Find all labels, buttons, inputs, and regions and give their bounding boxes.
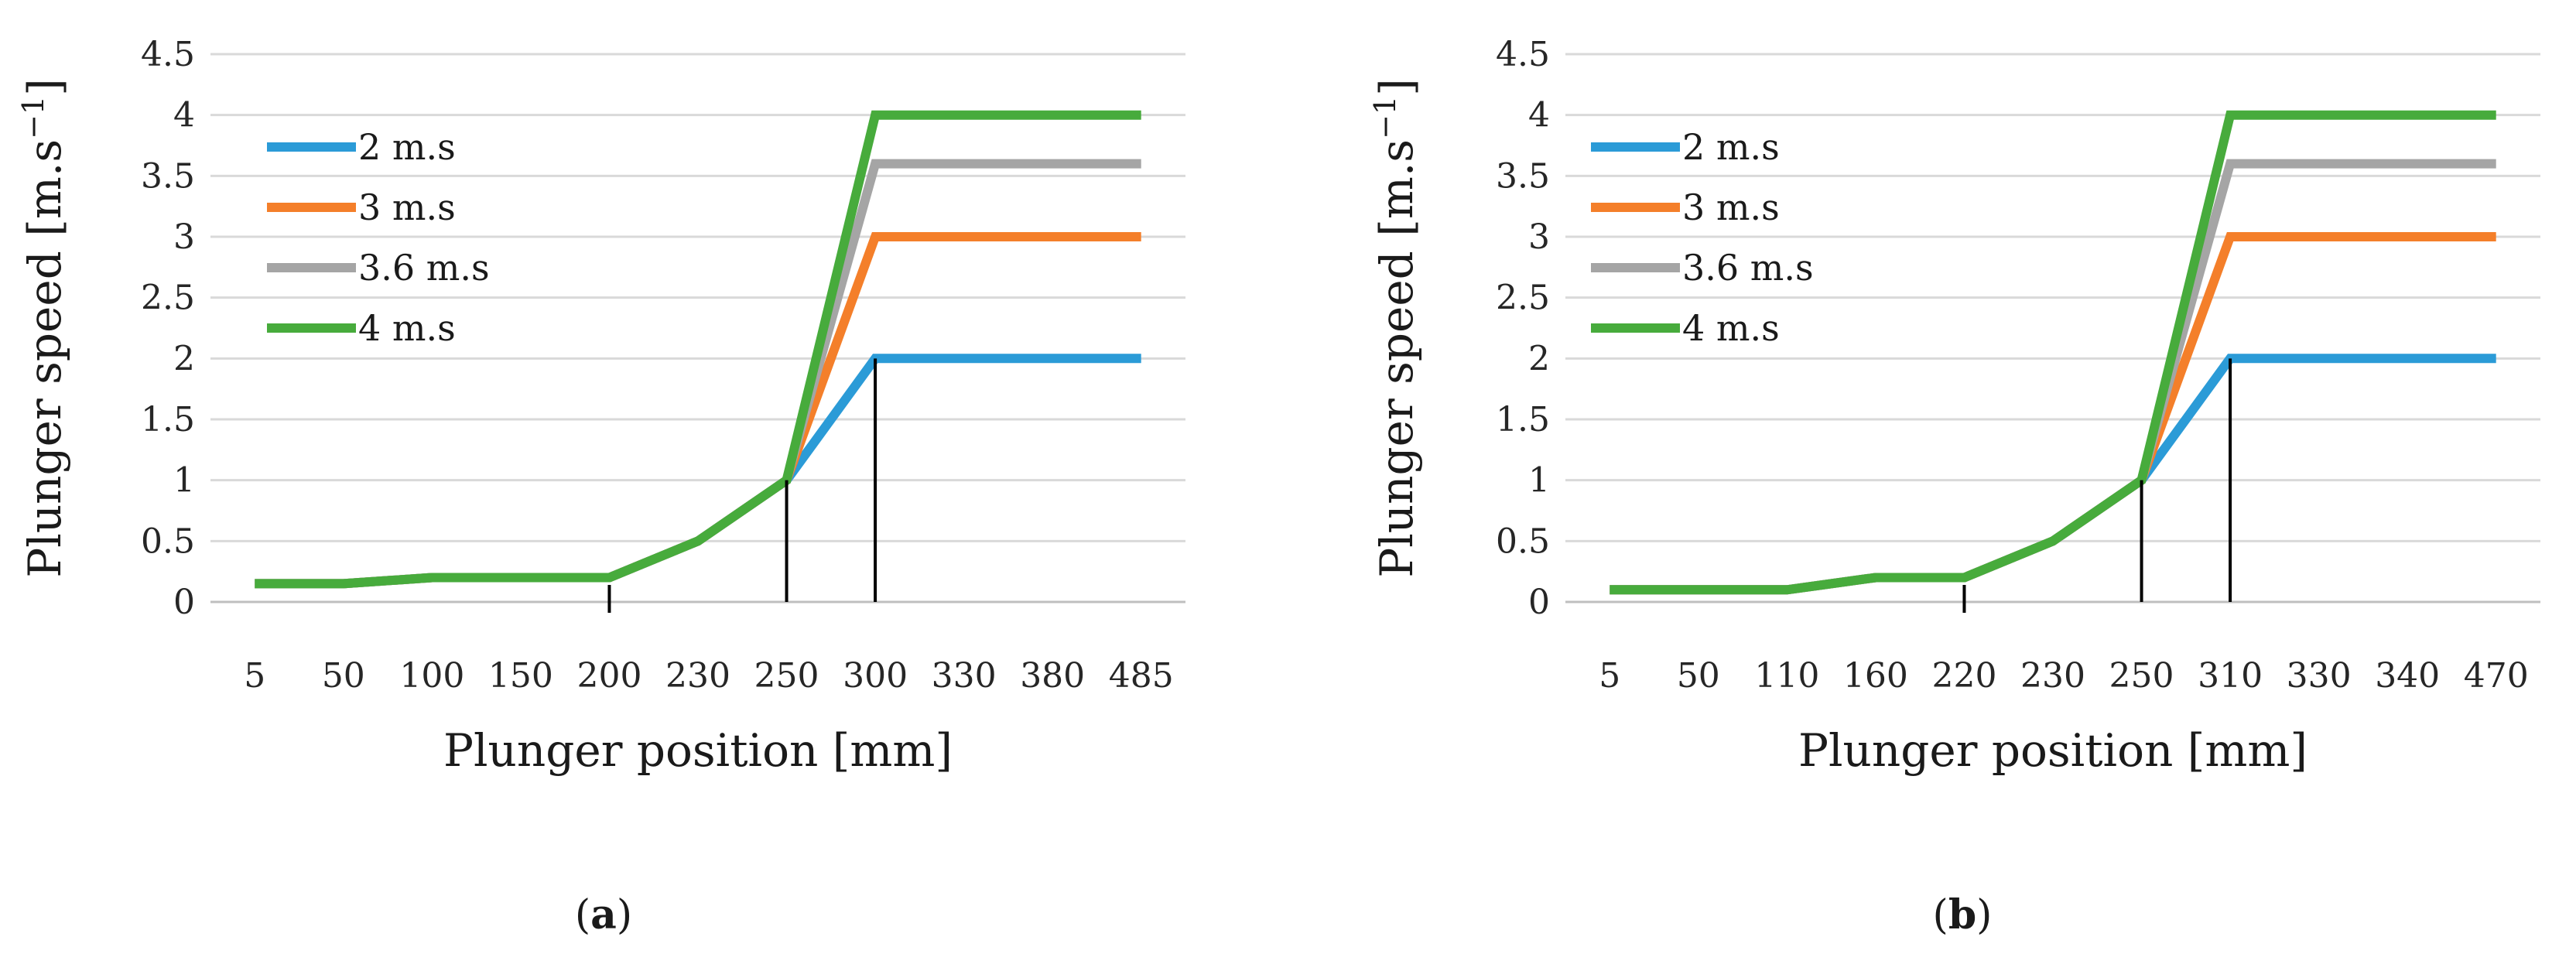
legend-label-3-6-m-s: 3.6 m.s <box>1682 247 1814 289</box>
x-tick-label: 470 <box>2464 656 2529 696</box>
legend-label-2-m-s: 2 m.s <box>358 126 456 168</box>
series-line-4-m-s <box>1610 110 2496 595</box>
x-tick-label: 230 <box>665 656 730 696</box>
y-tick-label: 1 <box>173 461 195 501</box>
y-tick-label: 4.5 <box>141 35 195 74</box>
x-tick-label: 380 <box>1020 656 1085 696</box>
caption-close-paren: ) <box>1976 892 1992 939</box>
chart-panel-a: 0 0.5 1 1.5 2 2.5 3 3.5 4 4.5 5 50 100 150 200 230 250 30… <box>16 35 1185 939</box>
panel-caption: (b) <box>1933 891 1993 939</box>
caption-open-paren: ( <box>1933 892 1948 939</box>
y-tick-label: 0 <box>1528 583 1550 622</box>
y-axis-title-main: Plunger speed [m.s <box>1370 139 1423 578</box>
y-axis-title-main: Plunger speed [m.s <box>19 139 71 578</box>
y-tick-label: 0.5 <box>1496 521 1550 561</box>
y-axis-title-close: ] <box>1370 78 1423 96</box>
legend-label-4-m-s: 4 m.s <box>1682 307 1780 349</box>
x-tick-label: 100 <box>399 656 464 696</box>
x-tick-label: 485 <box>1109 656 1174 696</box>
y-axis-title-superscript: −1 <box>1368 96 1402 139</box>
y-tick-label: 1.5 <box>141 400 195 439</box>
x-tick-label: 330 <box>2287 656 2352 696</box>
y-tick-label: 2 <box>173 339 195 378</box>
x-tick-label: 310 <box>2198 656 2263 696</box>
x-tick-label: 110 <box>1754 656 1819 696</box>
series-line-2-m-s <box>1610 354 2496 595</box>
chart-panel-b: 0 0.5 1 1.5 2 2.5 3 3.5 4 4.5 5 50 110 160 220 230 250 31… <box>1368 35 2540 939</box>
panel-caption: (a) <box>575 891 632 939</box>
series-line-2-m-s <box>255 354 1141 589</box>
y-tick-label: 3.5 <box>1496 156 1550 196</box>
x-tick-label: 330 <box>932 656 997 696</box>
y-axis-title: Plunger speed [m.s−1] <box>16 78 71 578</box>
x-tick-label: 220 <box>1931 656 1996 696</box>
legend-label-3-m-s: 3 m.s <box>1682 186 1780 228</box>
x-axis-title: Plunger position [mm] <box>1798 724 2307 777</box>
x-tick-label: 250 <box>2109 656 2174 696</box>
y-axis-title-superscript: −1 <box>16 96 50 139</box>
y-tick-label: 3 <box>1528 217 1550 257</box>
x-tick-label: 50 <box>1677 656 1720 696</box>
x-tick-label: 5 <box>244 656 265 696</box>
y-tick-label: 2 <box>1528 339 1550 378</box>
y-tick-label: 2.5 <box>1496 279 1550 318</box>
y-tick-label: 1.5 <box>1496 400 1550 439</box>
series-line-3-m-s <box>255 232 1141 589</box>
y-tick-label: 4.5 <box>1496 35 1550 74</box>
y-tick-label: 3.5 <box>141 156 195 196</box>
caption-close-paren: ) <box>617 892 632 939</box>
y-tick-label: 3 <box>173 217 195 257</box>
y-axis-title: Plunger speed [m.s−1] <box>1368 78 1423 578</box>
y-tick-label: 1 <box>1528 461 1550 501</box>
caption-panel-letter: a <box>590 891 617 939</box>
caption-open-paren: ( <box>575 892 590 939</box>
x-tick-label: 160 <box>1843 656 1908 696</box>
y-tick-label: 4 <box>173 96 195 135</box>
y-tick-label: 4 <box>1528 96 1550 135</box>
x-tick-label: 300 <box>843 656 908 696</box>
x-tick-label: 340 <box>2375 656 2440 696</box>
x-tick-label: 5 <box>1599 656 1620 696</box>
x-tick-label: 150 <box>488 656 553 696</box>
caption-panel-letter: b <box>1948 891 1976 939</box>
y-axis-title-close: ] <box>19 78 71 96</box>
x-tick-label: 200 <box>576 656 641 696</box>
legend-label-3-6-m-s: 3.6 m.s <box>358 247 490 289</box>
x-tick-label: 50 <box>322 656 365 696</box>
y-tick-label: 0.5 <box>141 521 195 561</box>
legend-label-4-m-s: 4 m.s <box>358 307 456 349</box>
legend-label-2-m-s: 2 m.s <box>1682 126 1780 168</box>
y-tick-label: 0 <box>173 583 195 622</box>
x-tick-label: 250 <box>754 656 819 696</box>
x-axis-title: Plunger position [mm] <box>443 724 953 777</box>
series-line-4-m-s <box>255 110 1141 589</box>
x-tick-label: 230 <box>2020 656 2085 696</box>
legend-label-3-m-s: 3 m.s <box>358 186 456 228</box>
y-tick-label: 2.5 <box>141 279 195 318</box>
